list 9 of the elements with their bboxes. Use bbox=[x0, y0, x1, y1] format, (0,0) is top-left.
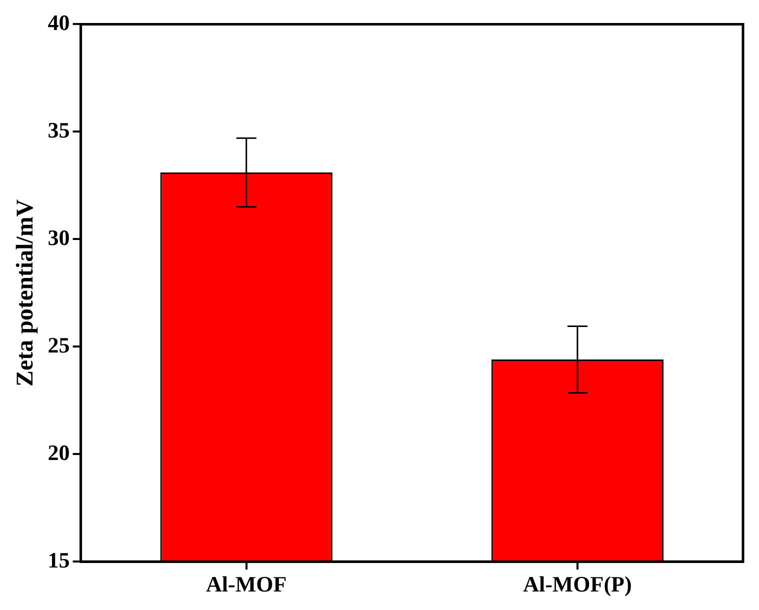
y-tick-label: 25 bbox=[48, 332, 70, 358]
y-axis-title: Zeta potential/mV bbox=[12, 198, 39, 387]
y-tick-label: 40 bbox=[48, 10, 70, 35]
y-tick-label: 15 bbox=[48, 547, 70, 572]
y-tick-label: 35 bbox=[48, 117, 70, 142]
y-tick-label: 30 bbox=[48, 224, 70, 250]
y-tick-label: 20 bbox=[48, 440, 70, 465]
x-tick-label: Al-MOF bbox=[206, 571, 287, 596]
x-tick-label: Al-MOF(P) bbox=[523, 571, 632, 596]
